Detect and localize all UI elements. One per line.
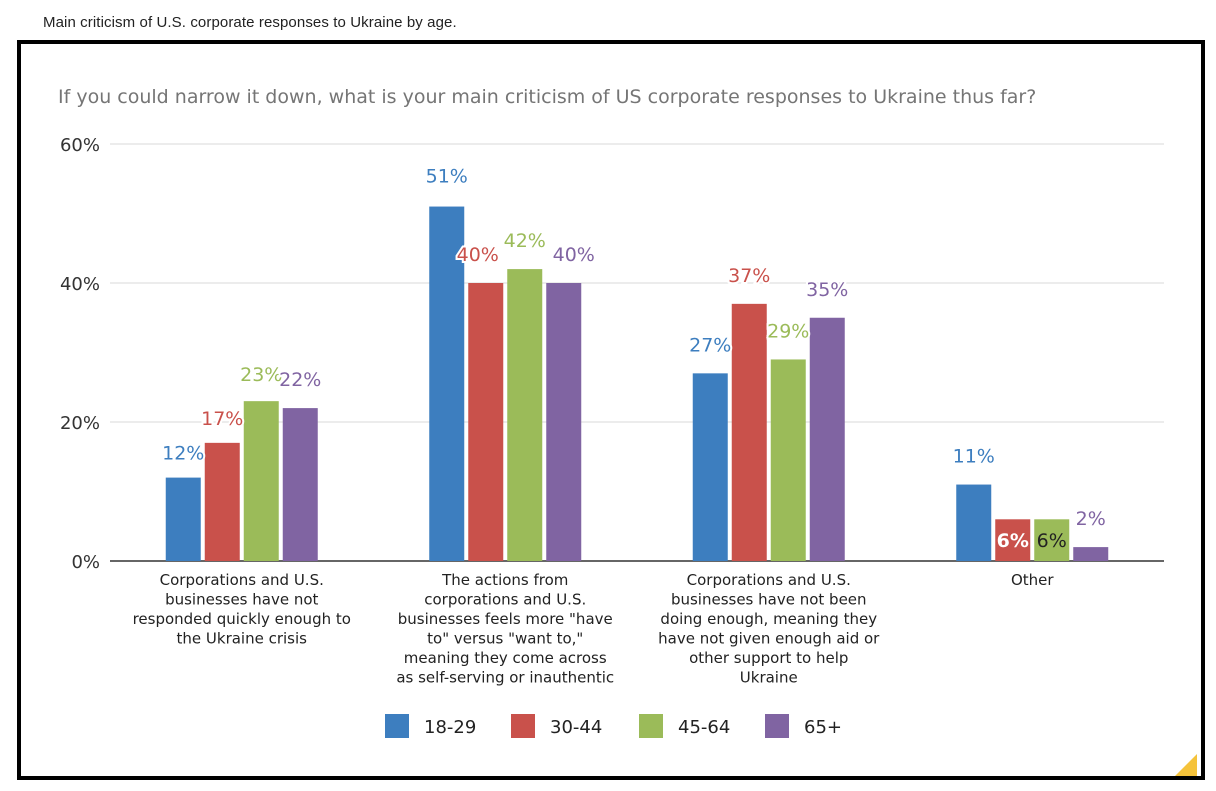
bar-30-44-cat4 — [995, 519, 1031, 561]
corner-accent — [1175, 754, 1197, 776]
legend-label-45-64: 45-64 — [678, 717, 730, 738]
category-label-1: Corporations and U.S. businesses have not… — [133, 571, 351, 648]
legend-swatch-45-64 — [639, 714, 663, 738]
data-label: 51% — [426, 166, 468, 188]
category-label-line: to" versus "want to," — [427, 630, 583, 648]
data-label: 40% — [457, 244, 499, 266]
legend-swatch-65plus — [765, 714, 789, 738]
chart-title: If you could narrow it down, what is you… — [58, 86, 1036, 108]
bar-65plus-cat1 — [282, 408, 318, 561]
legend-label-30-44: 30-44 — [550, 717, 602, 738]
bar-65plus-cat4 — [1073, 547, 1109, 561]
bar-45-64-cat1 — [243, 401, 279, 561]
data-label: 40% — [553, 244, 595, 266]
data-label: 6% — [1037, 530, 1067, 552]
bar-chart: If you could narrow it down, what is you… — [58, 86, 1164, 738]
data-labels-layer: 12%17%23%22%51%40%42%40%27%37%29%35%11%6… — [160, 164, 1108, 552]
category-label-3: Corporations and U.S. businesses have not… — [658, 571, 880, 687]
data-label: 11% — [953, 446, 995, 468]
bar-30-44-cat1 — [204, 442, 240, 561]
data-label: 27% — [689, 334, 731, 356]
category-label-line: The actions from — [441, 571, 568, 589]
category-label-line: doing enough, meaning they — [660, 610, 877, 628]
data-label: 17% — [201, 408, 243, 430]
category-label-line: businesses have not — [165, 591, 318, 609]
y-tick-label: 60% — [60, 135, 100, 156]
category-label-line: businesses have not been — [671, 591, 867, 609]
bar-18-29-cat2 — [429, 206, 465, 562]
data-label: 37% — [728, 265, 770, 287]
legend: 18-29 30-44 45-64 65+ — [385, 714, 842, 738]
category-label-line: the Ukraine crisis — [177, 630, 308, 648]
data-label: 12% — [162, 443, 204, 465]
bar-45-64-cat3 — [770, 359, 806, 561]
category-label-line: other support to help — [689, 649, 848, 667]
bar-30-44-cat3 — [731, 303, 767, 561]
y-tick-label: 40% — [60, 274, 100, 295]
category-label-line: Other — [1011, 571, 1054, 589]
category-label-2: The actions from corporations and U.S. bus… — [396, 571, 614, 687]
legend-label-65plus: 65+ — [804, 717, 842, 738]
category-label-line: responded quickly enough to — [133, 610, 351, 628]
category-label-line: Corporations and U.S. — [687, 571, 851, 589]
category-label-line: businesses feels more "have — [398, 610, 613, 628]
legend-swatch-18-29 — [385, 714, 409, 738]
bar-65plus-cat2 — [546, 283, 582, 561]
bars-layer — [165, 206, 1109, 562]
bar-18-29-cat3 — [692, 373, 728, 561]
bar-65plus-cat3 — [809, 317, 845, 561]
category-label-4: Other — [1011, 571, 1054, 589]
category-label-line: have not given enough aid or — [658, 630, 880, 648]
page-caption: Main criticism of U.S. corporate respons… — [43, 14, 457, 31]
category-label-line: as self-serving or inauthentic — [396, 669, 614, 687]
category-label-line: Corporations and U.S. — [160, 571, 324, 589]
bar-45-64-cat2 — [507, 269, 543, 561]
data-label: 42% — [504, 230, 546, 252]
legend-swatch-30-44 — [511, 714, 535, 738]
category-labels-layer: Corporations and U.S. businesses have not… — [133, 571, 1055, 687]
category-label-line: Ukraine — [740, 669, 798, 687]
category-label-line: corporations and U.S. — [424, 591, 586, 609]
data-label: 23% — [240, 364, 282, 386]
y-tick-label: 20% — [60, 413, 100, 434]
category-label-line: meaning they come across — [404, 649, 607, 667]
data-label: 29% — [767, 320, 809, 342]
data-label: 6% — [997, 530, 1029, 552]
bar-30-44-cat2 — [468, 283, 504, 561]
data-label: 35% — [806, 279, 848, 301]
legend-label-18-29: 18-29 — [424, 717, 476, 738]
data-label: 2% — [1076, 508, 1106, 530]
bar-18-29-cat1 — [165, 477, 201, 561]
bar-18-29-cat4 — [956, 484, 992, 561]
y-tick-label: 0% — [71, 552, 100, 573]
chart-frame: If you could narrow it down, what is you… — [17, 40, 1205, 780]
data-label: 22% — [279, 369, 321, 391]
bar-45-64-cat4 — [1034, 519, 1070, 561]
